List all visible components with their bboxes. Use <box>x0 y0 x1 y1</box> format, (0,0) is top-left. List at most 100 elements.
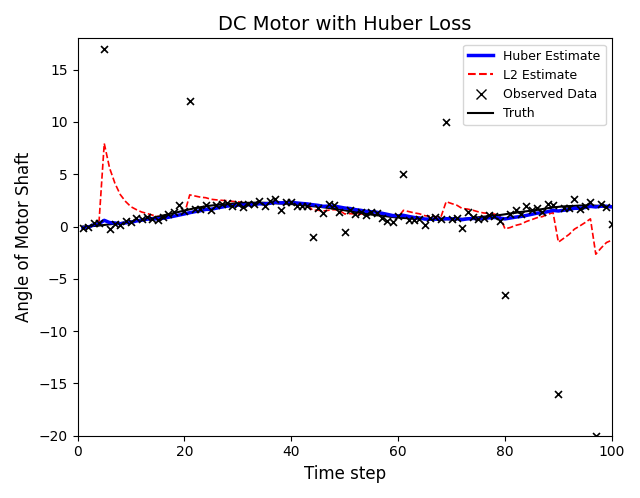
L2 Estimate <box>571 226 579 232</box>
Observed Data <box>243 200 253 208</box>
Observed Data <box>607 221 617 229</box>
Line: L2 Estimate: L2 Estimate <box>83 143 612 254</box>
Line: Truth: Truth <box>83 203 612 227</box>
Observed Data <box>126 218 136 226</box>
Observed Data <box>168 208 179 216</box>
Observed Data <box>318 209 328 217</box>
Observed Data <box>254 197 264 205</box>
Observed Data <box>211 201 221 209</box>
L2 Estimate <box>399 207 407 213</box>
Truth <box>255 200 263 206</box>
Observed Data <box>414 215 424 223</box>
L2 Estimate <box>100 140 108 146</box>
Truth <box>357 210 365 216</box>
Huber Estimate <box>357 207 365 213</box>
Observed Data <box>372 209 382 217</box>
Observed Data <box>329 201 339 209</box>
Observed Data <box>511 206 521 214</box>
Observed Data <box>521 203 531 211</box>
Observed Data <box>302 202 312 210</box>
Observed Data <box>265 197 275 205</box>
Truth <box>587 202 595 208</box>
Observed Data <box>206 206 216 214</box>
Observed Data <box>495 218 505 226</box>
Observed Data <box>77 224 88 232</box>
Truth <box>399 215 407 221</box>
Observed Data <box>361 211 371 219</box>
Observed Data <box>195 205 205 213</box>
Huber Estimate <box>587 203 595 209</box>
Truth <box>79 224 86 230</box>
Observed Data <box>270 195 280 203</box>
Observed Data <box>324 200 334 208</box>
Observed Data <box>420 221 430 229</box>
Observed Data <box>457 224 467 232</box>
Truth <box>180 208 188 214</box>
Observed Data <box>463 208 473 216</box>
Observed Data <box>115 222 125 230</box>
Observed Data <box>382 217 392 225</box>
Observed Data <box>596 200 606 208</box>
Observed Data <box>564 204 574 212</box>
Observed Data <box>190 205 200 213</box>
Observed Data <box>366 209 376 217</box>
Observed Data <box>409 217 419 225</box>
Observed Data <box>238 203 248 211</box>
Observed Data <box>94 220 104 228</box>
Huber Estimate <box>399 212 407 218</box>
Observed Data <box>393 212 403 220</box>
Observed Data <box>259 202 269 210</box>
Observed Data <box>548 201 558 209</box>
Observed Data <box>580 202 590 210</box>
Truth <box>571 203 579 209</box>
Observed Data <box>468 213 478 221</box>
Observed Data <box>227 202 237 210</box>
Observed Data <box>570 195 580 203</box>
Title: DC Motor with Huber Loss: DC Motor with Huber Loss <box>218 15 471 34</box>
Observed Data <box>297 202 307 210</box>
Observed Data <box>142 213 152 221</box>
Observed Data <box>286 198 296 206</box>
Observed Data <box>473 215 483 223</box>
Observed Data <box>200 201 211 209</box>
L2 Estimate <box>587 216 595 222</box>
Huber Estimate <box>271 199 279 205</box>
Observed Data <box>152 216 163 224</box>
Huber Estimate <box>79 225 86 231</box>
Observed Data <box>489 212 499 220</box>
Observed Data <box>441 118 451 126</box>
Observed Data <box>436 215 446 223</box>
Line: Huber Estimate: Huber Estimate <box>83 202 612 228</box>
Observed Data <box>120 218 131 226</box>
Huber Estimate <box>202 207 209 213</box>
Observed Data <box>147 216 157 224</box>
Observed Data <box>163 210 173 218</box>
Observed Data <box>484 211 494 219</box>
L2 Estimate <box>186 192 193 198</box>
Observed Data <box>479 214 489 222</box>
Observed Data <box>356 208 366 216</box>
Observed Data <box>110 220 120 228</box>
Observed Data <box>388 218 398 226</box>
Observed Data <box>222 199 232 207</box>
Observed Data <box>291 203 301 211</box>
Observed Data <box>131 214 141 222</box>
Observed Data <box>527 206 537 214</box>
Observed Data <box>158 213 168 221</box>
Observed Data <box>104 226 115 234</box>
Truth <box>608 203 616 209</box>
L2 Estimate <box>357 211 365 217</box>
Observed Data <box>505 210 515 218</box>
Observed Data <box>307 233 317 241</box>
L2 Estimate <box>608 237 616 243</box>
Observed Data <box>602 203 612 211</box>
Observed Data <box>575 205 585 213</box>
X-axis label: Time step: Time step <box>303 465 386 483</box>
Observed Data <box>586 198 596 206</box>
Observed Data <box>516 210 526 218</box>
Observed Data <box>281 198 291 206</box>
Observed Data <box>275 206 285 214</box>
Observed Data <box>334 208 344 216</box>
Observed Data <box>559 204 569 212</box>
Observed Data <box>532 204 542 212</box>
